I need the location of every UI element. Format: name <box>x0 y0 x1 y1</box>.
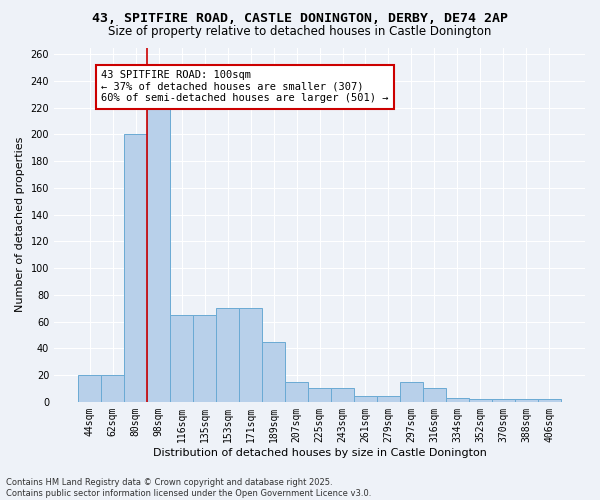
Bar <box>78 375 101 402</box>
Bar <box>170 315 193 402</box>
Text: Contains HM Land Registry data © Crown copyright and database right 2025.
Contai: Contains HM Land Registry data © Crown c… <box>6 478 371 498</box>
Bar <box>193 315 216 402</box>
Bar <box>538 399 561 402</box>
Bar <box>492 399 515 402</box>
Bar <box>147 81 170 402</box>
X-axis label: Distribution of detached houses by size in Castle Donington: Distribution of detached houses by size … <box>152 448 487 458</box>
Y-axis label: Number of detached properties: Number of detached properties <box>15 137 25 312</box>
Text: 43, SPITFIRE ROAD, CASTLE DONINGTON, DERBY, DE74 2AP: 43, SPITFIRE ROAD, CASTLE DONINGTON, DER… <box>92 12 508 26</box>
Bar <box>354 396 377 402</box>
Bar <box>239 308 262 402</box>
Bar <box>515 399 538 402</box>
Bar <box>262 342 285 402</box>
Bar <box>124 134 147 402</box>
Bar <box>377 396 400 402</box>
Bar <box>308 388 331 402</box>
Bar <box>216 308 239 402</box>
Bar <box>423 388 446 402</box>
Bar <box>285 382 308 402</box>
Bar <box>331 388 354 402</box>
Text: 43 SPITFIRE ROAD: 100sqm
← 37% of detached houses are smaller (307)
60% of semi-: 43 SPITFIRE ROAD: 100sqm ← 37% of detach… <box>101 70 389 103</box>
Bar <box>469 399 492 402</box>
Bar <box>101 375 124 402</box>
Bar <box>400 382 423 402</box>
Bar <box>446 398 469 402</box>
Text: Size of property relative to detached houses in Castle Donington: Size of property relative to detached ho… <box>109 25 491 38</box>
